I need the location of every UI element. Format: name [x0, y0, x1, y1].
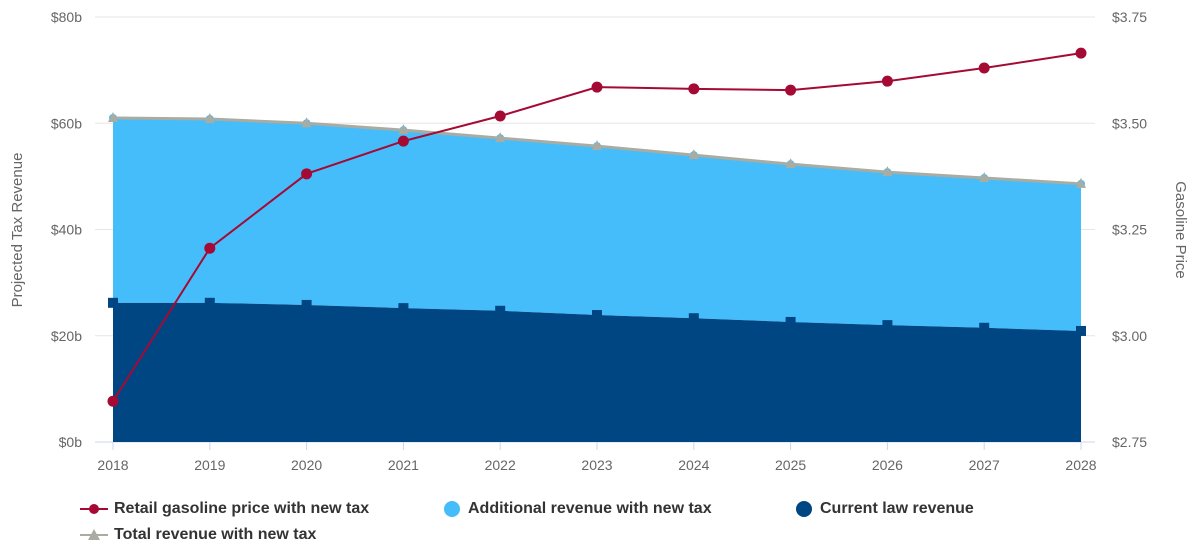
- marker-gas-price: [204, 242, 216, 254]
- marker-gas-price: [1075, 47, 1087, 59]
- marker-total-revenue: [108, 111, 118, 122]
- marker-gas-price: [107, 395, 119, 407]
- legend-item-current-law[interactable]: Current law revenue: [794, 500, 974, 518]
- marker-total-revenue: [204, 113, 215, 123]
- y-left-tick-label: $60b: [51, 115, 82, 131]
- y-left-axis-title: Projected Tax Revenue: [9, 153, 26, 308]
- x-tick-label: 2022: [485, 457, 516, 473]
- y-left-tick-label: $0b: [59, 434, 83, 450]
- area-current-law-revenue: [113, 302, 1081, 442]
- legend-item-total-revenue[interactable]: Total revenue with new tax: [80, 526, 316, 544]
- marker-gas-price: [785, 84, 797, 96]
- y-right-tick-label: $3.50: [1112, 115, 1147, 131]
- x-tick-label: 2027: [969, 457, 1000, 473]
- marker-total-revenue: [785, 158, 796, 169]
- y-right-tick-label: $2.75: [1112, 434, 1147, 450]
- legend-label: Retail gasoline price with new tax: [114, 500, 370, 517]
- y-right-axis-title: Gasoline Price: [1172, 181, 1189, 279]
- legend-label: Total revenue with new tax: [114, 526, 317, 543]
- marker-total-revenue: [688, 149, 699, 160]
- marker-gas-price: [978, 62, 990, 74]
- legend-circle-icon: [796, 501, 812, 517]
- marker-current-law: [979, 322, 990, 333]
- legend-item-additional-revenue[interactable]: Additional revenue with new tax: [442, 500, 712, 518]
- marker-total-revenue: [592, 140, 602, 151]
- legend-item-gas-price[interactable]: Retail gasoline price with new tax: [80, 500, 369, 518]
- marker-current-law: [882, 320, 893, 331]
- x-tick-label: 2025: [775, 457, 806, 473]
- y-left-tick-label: $80b: [51, 9, 82, 25]
- marker-total-revenue: [979, 171, 990, 182]
- y-right-tick-label: $3.25: [1112, 222, 1147, 238]
- marker-gas-price: [688, 83, 700, 95]
- marker-current-law: [495, 305, 506, 316]
- marker-current-law: [108, 297, 118, 308]
- marker-current-law: [398, 303, 409, 314]
- y-left-tick-label: $20b: [51, 328, 82, 344]
- marker-current-law: [1076, 325, 1086, 336]
- legend-line-triangle-icon: [80, 529, 108, 540]
- marker-gas-price: [591, 81, 603, 93]
- chart: $0b $20b $40b $60b $80b $2.75 $3.00 $3.25 $3.50 $…: [9, 9, 1189, 473]
- legend-label: Additional revenue with new tax: [468, 500, 712, 517]
- marker-current-law: [301, 299, 312, 310]
- marker-gas-price: [881, 75, 893, 87]
- marker-current-law: [785, 316, 796, 327]
- x-tick-label: 2023: [581, 457, 612, 473]
- marker-gas-price: [301, 168, 313, 180]
- x-tick-label: 2020: [291, 457, 322, 473]
- marker-total-revenue: [301, 117, 312, 128]
- marker-total-revenue: [495, 132, 506, 143]
- marker-current-law: [688, 313, 699, 324]
- legend-line-circle-icon: [80, 504, 108, 514]
- y-right-tick-label: $3.00: [1112, 328, 1147, 344]
- x-tick-label: 2026: [872, 457, 903, 473]
- legend-label: Current law revenue: [820, 500, 974, 517]
- x-tick-label: 2019: [194, 457, 225, 473]
- marker-gas-price: [494, 110, 506, 122]
- y-right-tick-label: $3.75: [1112, 9, 1147, 25]
- y-left-tick-label: $40b: [51, 222, 82, 238]
- legend-circle-icon: [444, 501, 460, 517]
- marker-gas-price: [397, 135, 409, 147]
- marker-total-revenue: [1076, 177, 1086, 188]
- marker-current-law: [204, 297, 215, 308]
- marker-total-revenue: [882, 166, 893, 177]
- x-tick-label: 2021: [388, 457, 419, 473]
- marker-total-revenue: [398, 124, 409, 135]
- x-tick-label: 2028: [1065, 457, 1096, 473]
- area-additional-revenue: [113, 117, 1081, 331]
- marker-current-law: [592, 310, 602, 321]
- x-tick-label: 2024: [678, 457, 709, 473]
- x-tick-label: 2018: [97, 457, 128, 473]
